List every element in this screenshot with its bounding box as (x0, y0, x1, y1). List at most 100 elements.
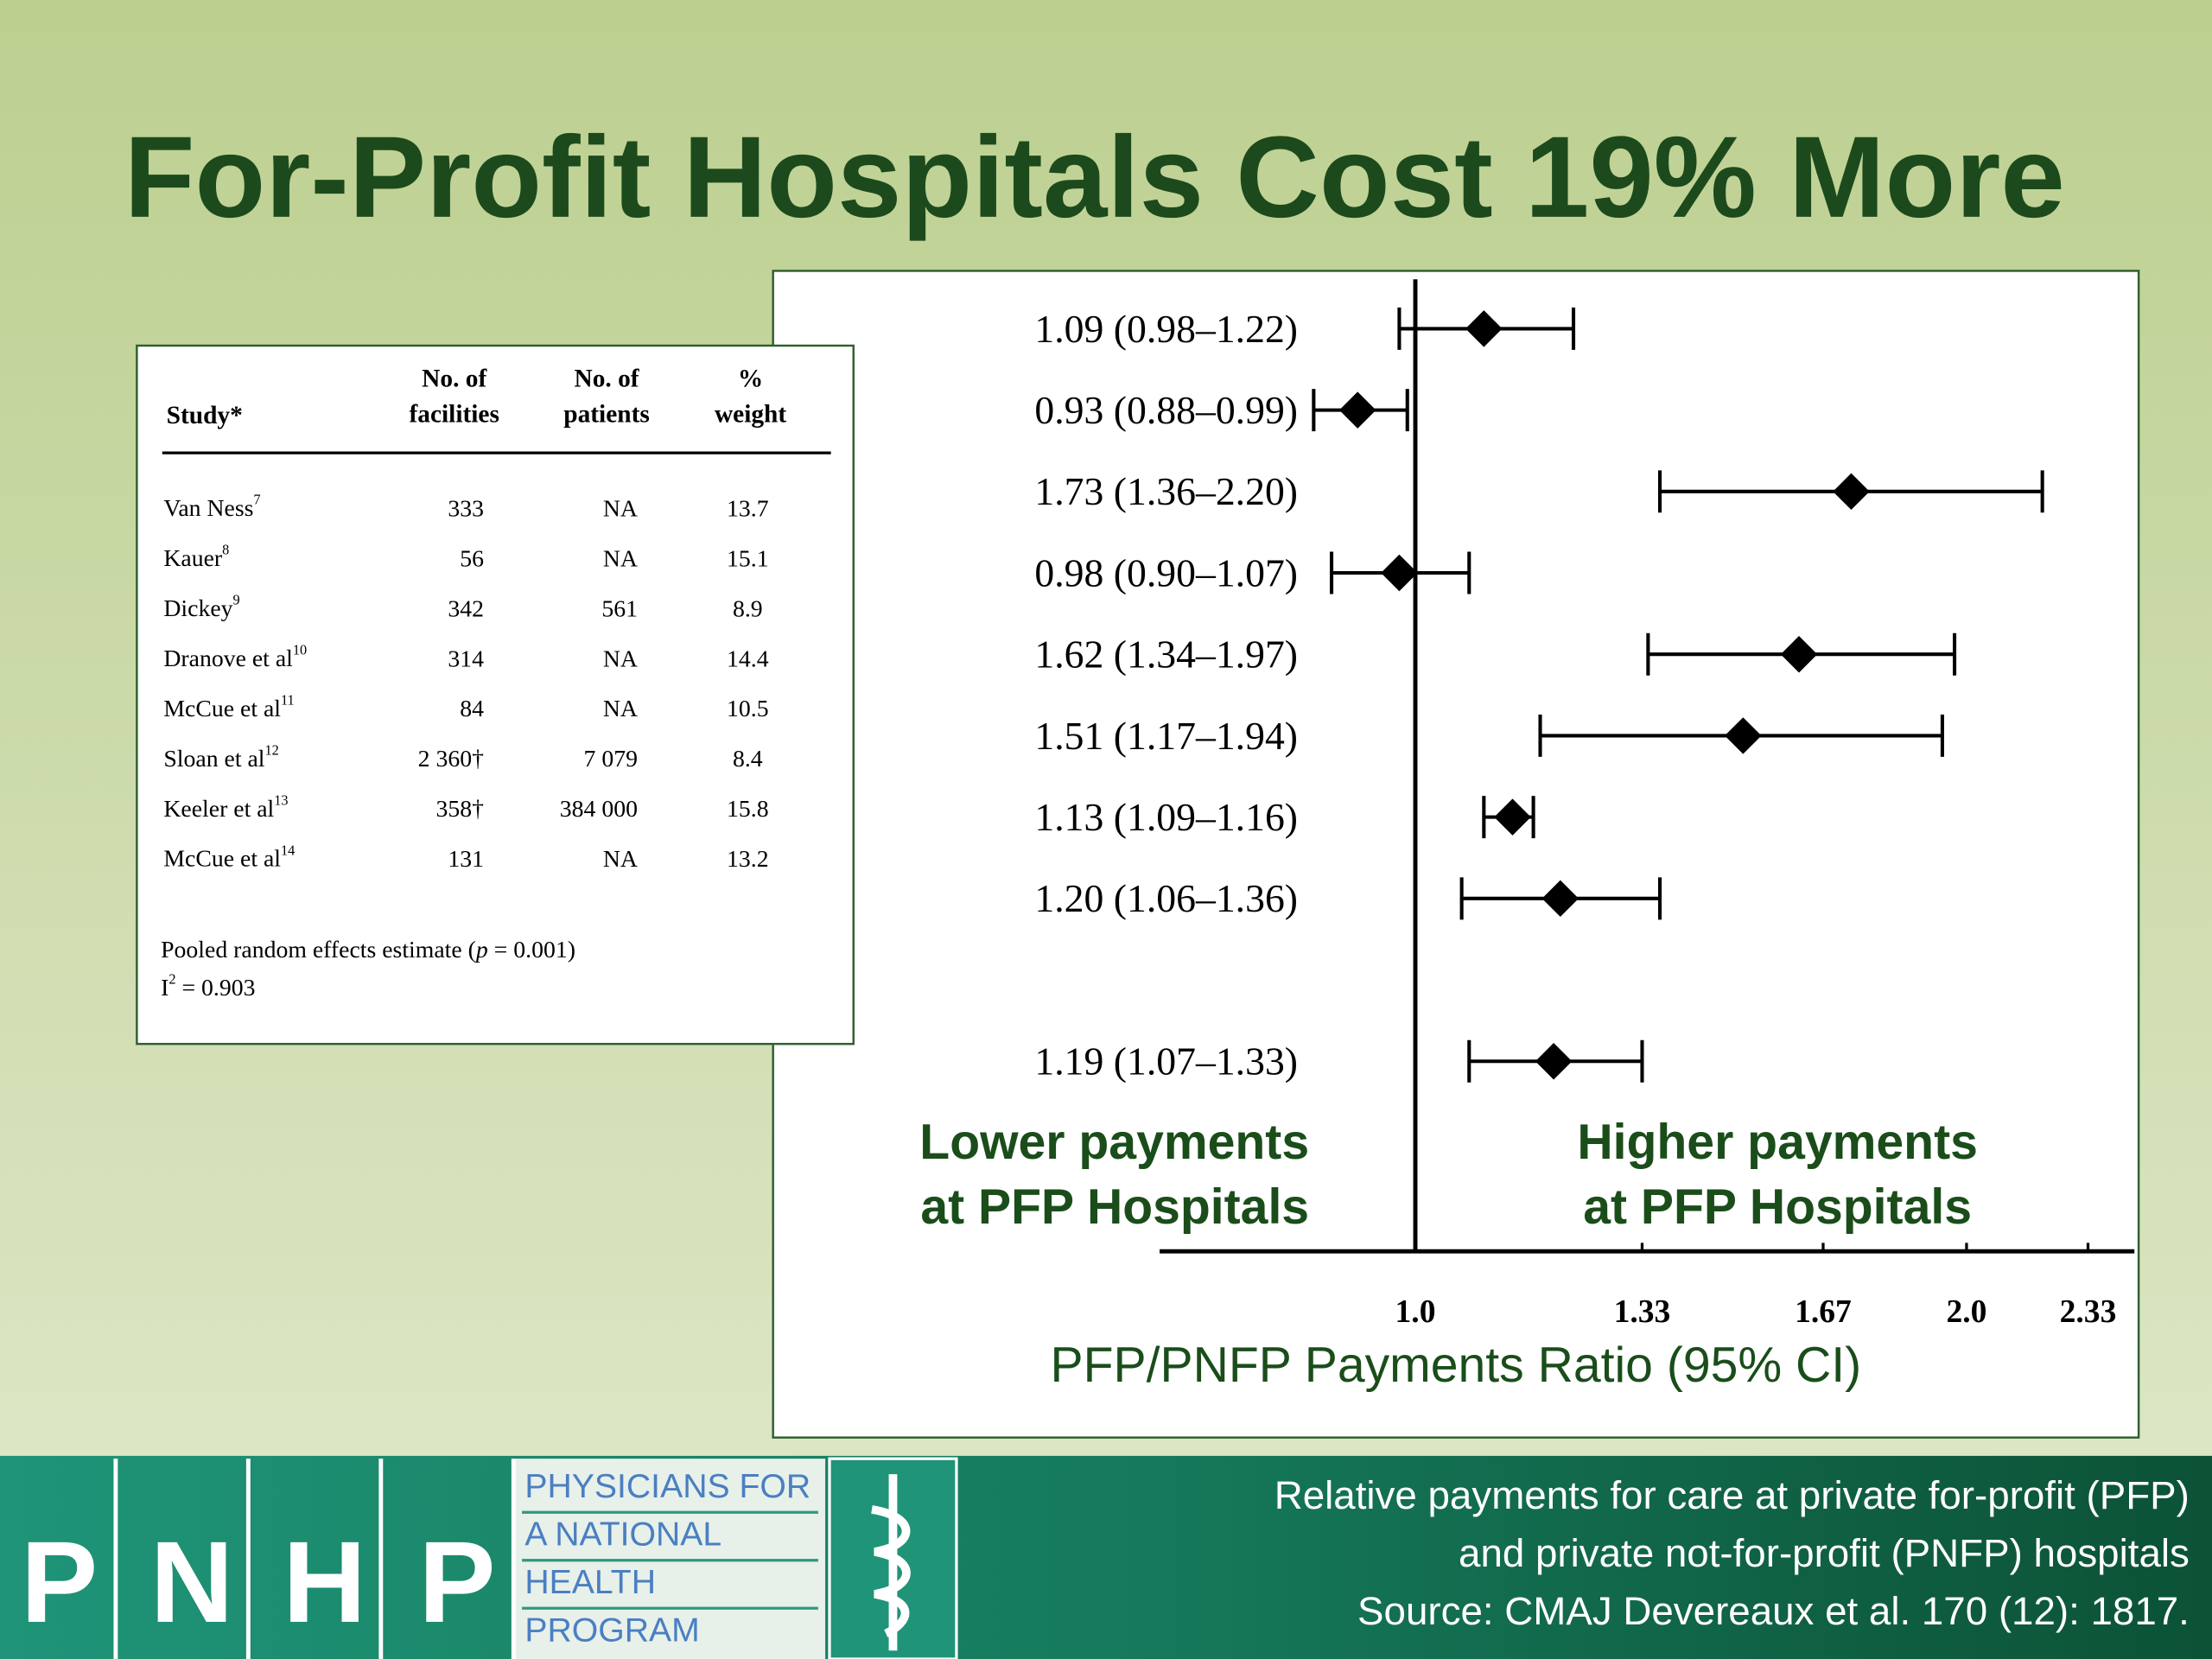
footnote: I2 = 0.903 (161, 970, 255, 1001)
study-name: Dickey9 (163, 591, 239, 622)
point-estimate (1494, 798, 1531, 836)
x-tick-label: 1.33 (1614, 1294, 1671, 1330)
value-label: 1.13 (1.09–1.16) (1034, 795, 1298, 839)
table-panel (136, 344, 855, 1046)
x-tick-label: 1.0 (1395, 1294, 1436, 1330)
annotation: at PFP Hospitals (920, 1179, 1309, 1235)
study-label: McCue et al (163, 696, 281, 722)
logo-text: A NATIONAL (524, 1516, 721, 1553)
study-label: Van Ness (163, 495, 253, 522)
reference-number: 11 (281, 691, 295, 708)
table-header: No. of (422, 365, 487, 393)
annotation: Lower payments (919, 1115, 1309, 1170)
facilities-cell: 314 (448, 645, 484, 672)
footer-band (0, 1455, 2212, 1659)
study-label: Dickey (163, 595, 232, 622)
footnote-part: p (474, 937, 488, 963)
logo-letter: P (21, 1518, 98, 1647)
facilities-cell: 342 (448, 595, 484, 622)
value-label: 0.93 (0.88–0.99) (1034, 388, 1298, 432)
value-label: 1.62 (1.34–1.97) (1034, 632, 1298, 677)
reference-number: 9 (233, 591, 240, 607)
table-header: facilities (410, 400, 499, 428)
weight-cell: 10.5 (727, 696, 769, 722)
logo-letter: N (150, 1518, 234, 1647)
point-estimate (1725, 717, 1762, 754)
study-label: Sloan et al (163, 746, 264, 772)
logo-letter: P (418, 1518, 495, 1647)
patients-cell: 561 (601, 595, 638, 622)
patients-cell: 384 000 (560, 796, 638, 823)
facilities-cell: 84 (460, 696, 484, 722)
reference-number: 7 (253, 491, 260, 507)
weight-cell: 14.4 (727, 645, 769, 672)
logo-text: HEALTH (524, 1564, 656, 1601)
caption: Relative payments for care at private fo… (1274, 1473, 2190, 1517)
study-label: Dranove et al (163, 645, 293, 672)
study-name: McCue et al14 (163, 842, 295, 873)
table-header: Study* (167, 402, 243, 429)
table-header: No. of (575, 365, 640, 393)
weight-cell: 13.7 (727, 495, 769, 522)
reference-number: 8 (222, 541, 229, 557)
caption: Source: CMAJ Devereaux et al. 170 (12): … (1357, 1589, 2190, 1633)
study-label: Keeler et al (163, 796, 274, 823)
table-header: weight (715, 400, 786, 428)
study-name: Van Ness7 (163, 491, 260, 522)
logo-text: PHYSICIANS FOR (524, 1468, 810, 1505)
value-label: 0.98 (0.90–1.07) (1034, 550, 1298, 594)
x-tick-label: 2.33 (2060, 1294, 2117, 1330)
weight-cell: 15.8 (727, 796, 769, 823)
footnote-part: 2 (168, 970, 175, 987)
patients-cell: NA (603, 495, 638, 522)
patients-cell: 7 079 (584, 746, 638, 772)
annotation: at PFP Hospitals (1583, 1179, 1972, 1235)
reference-number: 13 (274, 791, 288, 808)
facilities-cell: 131 (448, 846, 484, 873)
weight-cell: 13.2 (727, 846, 769, 873)
study-label: Kauer (163, 545, 222, 572)
study-name: Keeler et al13 (163, 791, 288, 823)
value-label: 1.51 (1.17–1.94) (1034, 714, 1298, 758)
value-label: 1.09 (0.98–1.22) (1034, 307, 1298, 351)
patients-cell: NA (603, 696, 638, 722)
study-name: Kauer8 (163, 541, 229, 572)
patients-cell: NA (603, 846, 638, 873)
value-label: 1.19 (1.07–1.33) (1034, 1039, 1298, 1084)
chart-panel (772, 270, 2140, 1439)
study-name: Dranove et al10 (163, 641, 307, 672)
facilities-cell: 2 360† (418, 746, 484, 772)
facilities-cell: 56 (460, 545, 484, 572)
reference-number: 10 (293, 641, 307, 658)
patients-cell: NA (603, 645, 638, 672)
patients-cell: NA (603, 545, 638, 572)
facilities-cell: 333 (448, 495, 484, 522)
study-label: McCue et al (163, 846, 281, 873)
x-tick-label: 1.67 (1795, 1294, 1852, 1330)
value-label: 1.73 (1.36–2.20) (1034, 469, 1298, 513)
table-header: patients (563, 400, 650, 428)
caption: and private not-for-profit (PNFP) hospit… (1459, 1531, 2190, 1575)
footnote-part: Pooled random effects estimate ( (161, 937, 476, 963)
x-tick-label: 2.0 (1946, 1294, 1986, 1330)
annotation: Higher payments (1577, 1115, 1977, 1170)
point-estimate (1465, 310, 1503, 347)
slide-title: For-Profit Hospitals Cost 19% More (124, 113, 2065, 242)
reference-number: 14 (281, 842, 295, 858)
footnote: Pooled random effects estimate (p = 0.00… (161, 937, 575, 963)
footnote-part: = 0.903 (176, 975, 256, 1001)
x-axis-label: PFP/PNFP Payments Ratio (95% CI) (1051, 1338, 1862, 1393)
caduceus-icon (871, 1474, 911, 1651)
study-name: McCue et al11 (163, 691, 294, 722)
value-label: 1.20 (1.06–1.36) (1034, 876, 1298, 920)
point-estimate (1541, 880, 1580, 918)
footnote-part: = 0.001) (488, 937, 575, 963)
point-estimate (1780, 636, 1818, 673)
weight-cell: 8.4 (733, 746, 763, 772)
study-name: Sloan et al12 (163, 741, 278, 772)
logo-letter: H (283, 1518, 366, 1647)
weight-cell: 15.1 (727, 545, 769, 572)
facilities-cell: 358† (435, 796, 484, 823)
table-header: % (738, 365, 763, 393)
